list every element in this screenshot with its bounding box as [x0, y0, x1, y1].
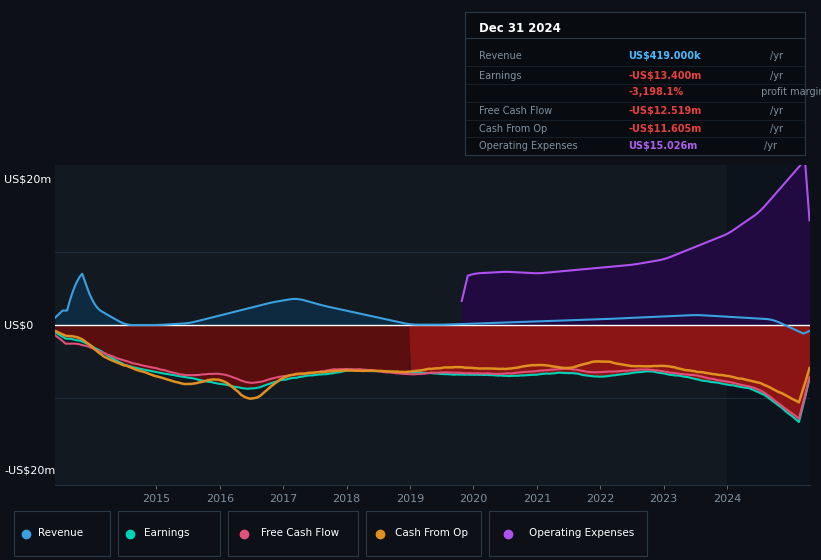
FancyBboxPatch shape — [366, 511, 481, 556]
Text: /yr: /yr — [770, 71, 783, 81]
FancyBboxPatch shape — [489, 511, 647, 556]
Text: Earnings: Earnings — [144, 529, 189, 539]
Text: /yr: /yr — [770, 106, 783, 116]
Text: Earnings: Earnings — [479, 71, 521, 81]
Text: US$0: US$0 — [4, 320, 34, 330]
Text: US$15.026m: US$15.026m — [628, 141, 698, 151]
Text: /yr: /yr — [770, 124, 783, 133]
Text: -US$12.519m: -US$12.519m — [628, 106, 701, 116]
Bar — [727, 165, 810, 485]
Text: Dec 31 2024: Dec 31 2024 — [479, 22, 561, 35]
FancyBboxPatch shape — [14, 511, 110, 556]
Text: -3,198.1%: -3,198.1% — [628, 87, 683, 97]
Text: Revenue: Revenue — [38, 529, 83, 539]
Text: Operating Expenses: Operating Expenses — [479, 141, 577, 151]
Text: US$20m: US$20m — [4, 175, 52, 185]
Text: Cash From Op: Cash From Op — [479, 124, 547, 133]
Text: Operating Expenses: Operating Expenses — [529, 529, 634, 539]
Text: Free Cash Flow: Free Cash Flow — [260, 529, 338, 539]
Text: Free Cash Flow: Free Cash Flow — [479, 106, 552, 116]
FancyBboxPatch shape — [228, 511, 358, 556]
Text: /yr: /yr — [770, 50, 783, 60]
Text: US$419.000k: US$419.000k — [628, 50, 701, 60]
Text: -US$20m: -US$20m — [4, 465, 55, 475]
Text: profit margin: profit margin — [758, 87, 821, 97]
Text: Cash From Op: Cash From Op — [395, 529, 468, 539]
Text: Revenue: Revenue — [479, 50, 521, 60]
Text: -US$11.605m: -US$11.605m — [628, 124, 701, 133]
FancyBboxPatch shape — [118, 511, 220, 556]
Text: -US$13.400m: -US$13.400m — [628, 71, 701, 81]
FancyBboxPatch shape — [465, 12, 805, 155]
Text: /yr: /yr — [764, 141, 777, 151]
